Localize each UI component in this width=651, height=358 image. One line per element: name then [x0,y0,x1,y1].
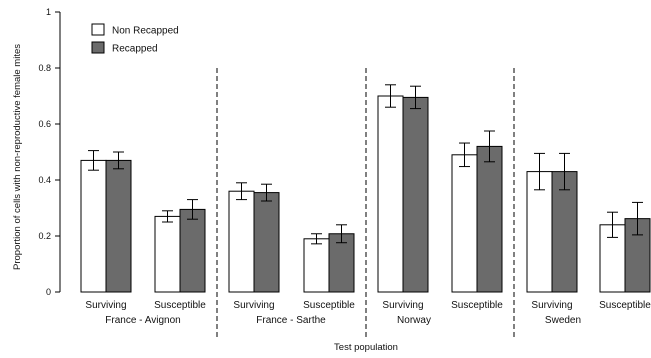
legend-swatch-non-recapped [91,23,105,36]
category-label: Surviving [531,300,572,311]
legend-label: Recapped [112,44,158,55]
category-label: Susceptible [599,300,651,311]
bar-non-recapped [154,215,181,293]
group-dividers [216,68,515,340]
y-axis-title: Proportion of cells with non-reproductiv… [12,44,23,270]
y-tick-label: 0.2 [38,231,51,241]
y-tick-label: 0.4 [38,175,51,185]
group-label: Norway [397,315,431,326]
bar-non-recapped [228,190,255,293]
category-label: Surviving [233,300,274,311]
y-tick-label: 0 [46,287,51,297]
category-label: Susceptible [451,300,503,311]
bar-recapped [179,208,206,293]
y-tick-label: 0.8 [38,63,51,73]
category-label: Surviving [85,300,126,311]
group-label: Sweden [545,315,581,326]
bar-recapped [476,145,503,293]
y-tick-label: 1 [46,7,51,17]
bar-recapped [402,96,429,293]
bar-non-recapped [377,95,404,293]
bars-layer [80,84,651,293]
category-label: Susceptible [303,300,355,311]
legend-label: Non Recapped [112,26,179,37]
bar-non-recapped [451,154,478,293]
bar-recapped [551,171,578,293]
x-axis-title: Test population [334,342,398,353]
y-tick-label: 0.6 [38,119,51,129]
bar-recapped [253,192,280,293]
labels-layer: Proportion of cells with non-reproductiv… [12,44,651,353]
legend-swatch-recapped [91,41,105,54]
bar-non-recapped [303,238,330,293]
bar-recapped [105,159,132,293]
group-label: France - Sarthe [256,315,326,326]
category-label: Surviving [382,300,423,311]
group-label: France - Avignon [105,315,180,326]
bar-non-recapped [80,159,107,293]
legend: Non Recapped Recapped [91,23,179,55]
axes-layer: 0 0.2 0.4 0.6 0.8 1 [38,7,61,297]
category-label: Susceptible [154,300,206,311]
